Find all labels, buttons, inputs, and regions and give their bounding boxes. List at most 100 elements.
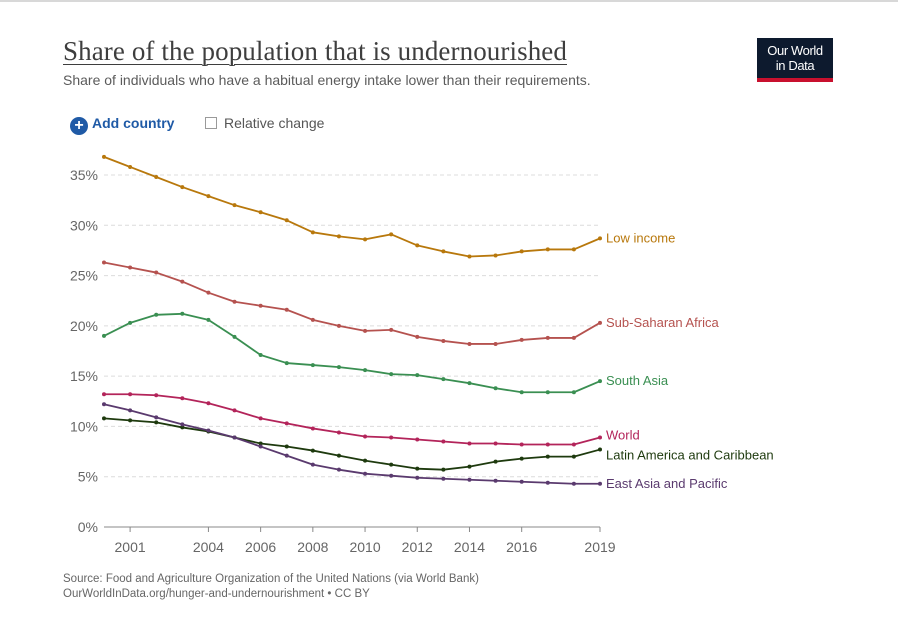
data-point[interactable] [441,249,446,254]
data-point[interactable] [389,372,394,377]
data-point[interactable] [415,373,420,378]
data-point[interactable] [128,408,133,413]
data-point[interactable] [571,481,576,486]
data-point[interactable] [415,334,420,339]
data-point[interactable] [598,435,602,440]
data-point[interactable] [336,430,341,435]
data-point[interactable] [467,477,472,482]
data-point[interactable] [545,454,550,459]
data-point[interactable] [571,454,576,459]
data-point[interactable] [363,434,368,439]
data-point[interactable] [545,442,550,447]
series-line[interactable] [103,403,601,485]
data-point[interactable] [598,320,602,325]
data-point[interactable] [519,390,524,395]
data-point[interactable] [571,247,576,252]
data-point[interactable] [467,441,472,446]
data-point[interactable] [310,230,315,235]
data-point[interactable] [493,341,498,346]
data-point[interactable] [310,448,315,453]
data-point[interactable] [180,185,185,190]
data-point[interactable] [363,471,368,476]
data-point[interactable] [284,361,289,366]
add-country-button[interactable]: + Add country [70,113,174,135]
data-point[interactable] [310,363,315,368]
our-world-in-data-logo[interactable]: Our World in Data [757,38,833,82]
data-point[interactable] [363,458,368,463]
data-point[interactable] [128,164,133,169]
series-line[interactable] [103,155,601,258]
data-point[interactable] [284,218,289,223]
data-point[interactable] [232,334,237,339]
data-point[interactable] [415,437,420,442]
data-point[interactable] [206,401,211,406]
data-point[interactable] [258,353,263,358]
data-point[interactable] [102,392,106,397]
data-point[interactable] [154,393,159,398]
data-point[interactable] [154,312,159,317]
data-point[interactable] [493,253,498,258]
data-point[interactable] [154,415,159,420]
relative-change-toggle[interactable]: Relative change [205,113,324,133]
data-point[interactable] [441,467,446,472]
data-point[interactable] [519,442,524,447]
relative-change-checkbox[interactable] [205,117,217,129]
data-point[interactable] [545,247,550,252]
data-point[interactable] [598,236,602,241]
data-point[interactable] [128,320,133,325]
data-point[interactable] [415,243,420,248]
data-point[interactable] [232,203,237,208]
series-line[interactable] [103,417,601,471]
data-point[interactable] [415,466,420,471]
data-point[interactable] [284,421,289,426]
data-point[interactable] [336,234,341,239]
data-point[interactable] [493,478,498,483]
data-point[interactable] [258,303,263,308]
data-point[interactable] [389,232,394,237]
data-point[interactable] [284,444,289,449]
data-point[interactable] [493,386,498,391]
data-point[interactable] [310,462,315,467]
data-point[interactable] [336,467,341,472]
data-point[interactable] [467,381,472,386]
data-point[interactable] [519,249,524,254]
data-point[interactable] [598,379,602,384]
data-point[interactable] [545,335,550,340]
data-point[interactable] [232,299,237,304]
data-point[interactable] [493,459,498,464]
data-point[interactable] [258,444,263,449]
data-point[interactable] [154,270,159,275]
data-point[interactable] [102,333,106,338]
data-point[interactable] [180,311,185,316]
data-point[interactable] [598,447,602,452]
series-line[interactable] [103,261,601,345]
data-point[interactable] [258,416,263,421]
series-world[interactable]: World [102,392,640,447]
data-point[interactable] [441,439,446,444]
data-point[interactable] [310,426,315,431]
data-point[interactable] [389,473,394,478]
data-point[interactable] [519,479,524,484]
data-point[interactable] [519,337,524,342]
data-point[interactable] [545,480,550,485]
data-point[interactable] [232,435,237,440]
data-point[interactable] [467,464,472,469]
data-point[interactable] [102,154,106,159]
data-point[interactable] [180,396,185,401]
data-point[interactable] [154,175,159,180]
data-point[interactable] [415,475,420,480]
series-east-asia-and-pacific[interactable]: East Asia and Pacific [102,402,728,491]
data-point[interactable] [102,260,106,265]
data-point[interactable] [571,335,576,340]
data-point[interactable] [493,441,498,446]
data-point[interactable] [519,456,524,461]
data-point[interactable] [336,323,341,328]
data-point[interactable] [206,317,211,322]
data-point[interactable] [336,365,341,370]
data-point[interactable] [284,453,289,458]
data-point[interactable] [258,210,263,215]
data-point[interactable] [128,265,133,270]
data-point[interactable] [154,420,159,425]
data-point[interactable] [102,416,106,421]
data-point[interactable] [180,279,185,284]
